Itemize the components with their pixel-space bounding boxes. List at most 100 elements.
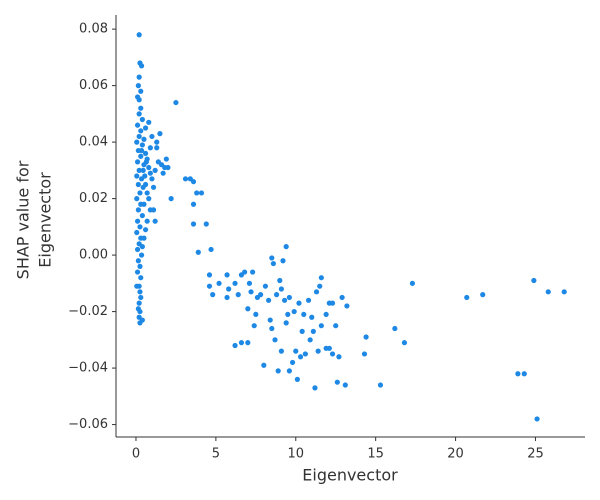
x-tick-label: 15: [367, 447, 384, 462]
point: [232, 342, 238, 349]
point: [409, 280, 416, 286]
point: [139, 116, 145, 123]
point: [195, 249, 201, 255]
point: [277, 277, 283, 284]
point: [317, 283, 323, 289]
point: [291, 308, 297, 315]
point: [377, 382, 384, 388]
point: [190, 201, 197, 207]
point: [329, 351, 336, 357]
point: [285, 311, 291, 318]
point: [163, 156, 169, 162]
point: [134, 139, 140, 145]
y-axis-title-group: SHAP value for Eigenvector: [14, 160, 55, 279]
point: [342, 382, 348, 388]
point: [245, 306, 251, 312]
point: [139, 244, 145, 250]
point: [210, 292, 216, 298]
point: [232, 280, 238, 286]
point: [313, 289, 320, 295]
point: [392, 325, 398, 332]
point: [286, 294, 292, 301]
point: [294, 376, 300, 382]
point: [142, 227, 149, 233]
point: [165, 164, 171, 171]
point: [141, 235, 147, 241]
point: [152, 167, 158, 173]
point: [135, 83, 141, 89]
point: [173, 99, 179, 106]
point: [136, 133, 142, 140]
y-axis-title: SHAP value for: [14, 160, 33, 279]
point: [142, 125, 149, 131]
point: [154, 139, 160, 145]
point: [333, 323, 339, 329]
point: [134, 173, 140, 179]
point: [286, 368, 292, 374]
point: [147, 145, 153, 151]
y-tick-label: 0.08: [79, 22, 108, 37]
point: [198, 190, 205, 196]
point: [301, 311, 307, 318]
point: [146, 196, 152, 202]
point: [138, 128, 144, 134]
point: [480, 292, 486, 298]
point: [139, 212, 145, 219]
point: [144, 190, 150, 196]
point: [138, 252, 145, 258]
point: [318, 323, 324, 329]
y-tick-label: 0.00: [79, 248, 108, 263]
point: [190, 179, 197, 185]
y-tick-label: 0.02: [79, 191, 108, 206]
point: [283, 244, 289, 250]
point: [534, 416, 540, 422]
point: [216, 280, 222, 286]
x-tick-label: 20: [447, 447, 464, 462]
point: [251, 323, 257, 329]
point: [134, 229, 140, 236]
point: [315, 348, 321, 354]
point: [273, 292, 280, 298]
point: [258, 292, 264, 298]
point: [464, 294, 470, 301]
point: [250, 269, 256, 275]
point: [149, 176, 155, 182]
point: [140, 167, 146, 173]
point: [401, 340, 408, 346]
point: [136, 32, 142, 38]
x-axis-title: Eigenvector: [302, 466, 398, 485]
point: [138, 105, 144, 111]
point: [144, 218, 150, 224]
point: [226, 286, 232, 292]
point: [323, 311, 329, 318]
y-tick-label: 0.04: [79, 135, 108, 150]
point: [280, 258, 286, 264]
point: [296, 300, 302, 306]
point: [143, 159, 149, 165]
point: [154, 145, 160, 151]
point: [136, 300, 142, 306]
point: [531, 277, 537, 284]
point: [152, 218, 158, 224]
point: [146, 119, 152, 125]
point: [136, 97, 142, 103]
point: [361, 351, 368, 357]
point: [160, 170, 166, 176]
point: [149, 133, 155, 140]
y-axis-title: Eigenvector: [36, 172, 55, 268]
y-tick-label: −0.02: [68, 304, 108, 319]
point: [134, 159, 141, 165]
point: [242, 269, 248, 275]
point: [142, 150, 149, 157]
point: [283, 320, 289, 326]
point: [299, 328, 305, 334]
point: [137, 289, 143, 295]
point: [312, 385, 318, 391]
point: [336, 354, 342, 360]
point: [135, 258, 141, 264]
point: [334, 379, 340, 385]
point: [135, 181, 141, 188]
point: [138, 275, 144, 281]
point: [182, 176, 189, 182]
point: [168, 196, 174, 202]
